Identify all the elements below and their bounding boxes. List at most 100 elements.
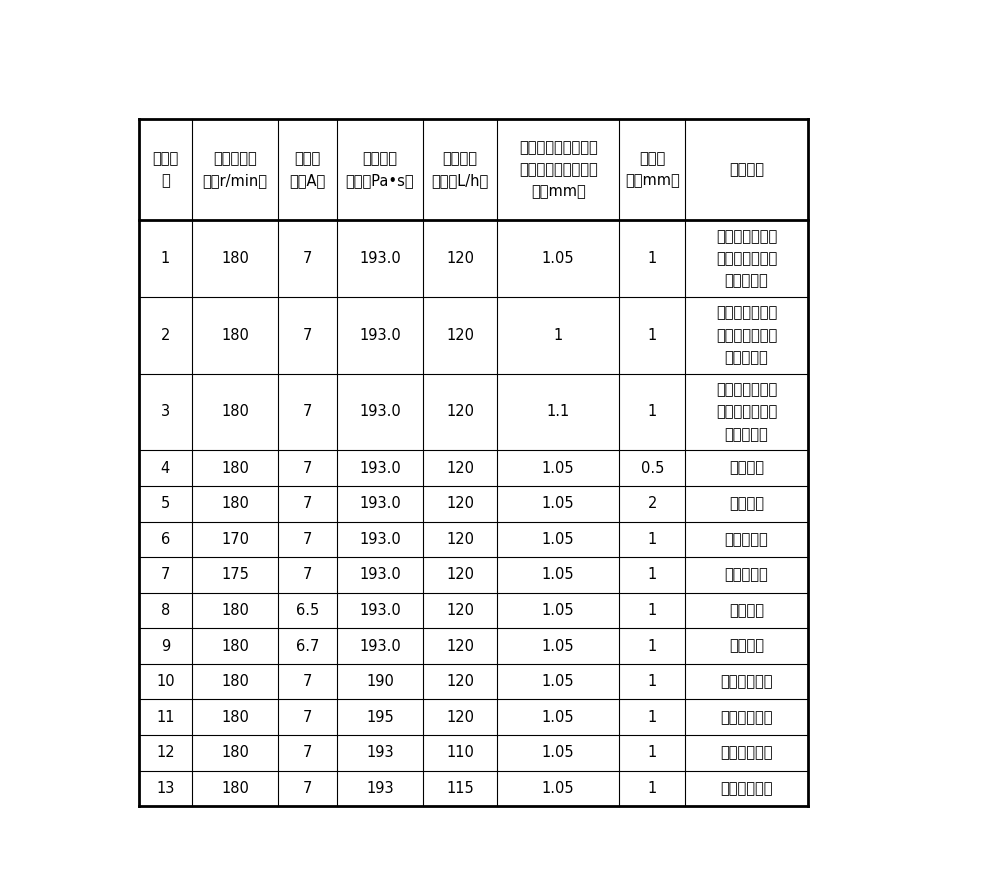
- Text: 193: 193: [366, 781, 394, 796]
- Text: 1.1: 1.1: [547, 404, 570, 420]
- Text: 加工步距: 加工步距: [729, 496, 764, 511]
- Text: 1.05: 1.05: [542, 603, 575, 618]
- Text: 1: 1: [648, 567, 657, 582]
- Text: 1: 1: [554, 328, 563, 343]
- Text: 7: 7: [303, 404, 312, 420]
- Text: 180: 180: [221, 328, 249, 343]
- Text: 120: 120: [446, 404, 474, 420]
- Text: 193.0: 193.0: [359, 461, 401, 476]
- Text: 7: 7: [303, 328, 312, 343]
- Text: 110: 110: [446, 745, 474, 760]
- Text: 7: 7: [303, 709, 312, 725]
- Text: 193.0: 193.0: [359, 496, 401, 511]
- Text: 1: 1: [648, 781, 657, 796]
- Text: 180: 180: [221, 603, 249, 618]
- Text: 193.0: 193.0: [359, 638, 401, 653]
- Text: 180: 180: [221, 252, 249, 266]
- Text: 120: 120: [446, 567, 474, 582]
- Text: 7: 7: [303, 745, 312, 760]
- Text: 磁流变液
粘度（Pa•s）: 磁流变液 粘度（Pa•s）: [346, 151, 414, 188]
- Text: 170: 170: [221, 532, 249, 547]
- Text: 120: 120: [446, 603, 474, 618]
- Text: 175: 175: [221, 567, 249, 582]
- Text: 190: 190: [366, 674, 394, 689]
- Text: 7: 7: [303, 461, 312, 476]
- Text: 1.05: 1.05: [542, 567, 575, 582]
- Text: 7: 7: [303, 781, 312, 796]
- Text: 磁流变液粘度: 磁流变液粘度: [720, 709, 773, 725]
- Text: 120: 120: [446, 638, 474, 653]
- Text: 1.05: 1.05: [542, 252, 575, 266]
- Text: 6.7: 6.7: [296, 638, 319, 653]
- Text: 193.0: 193.0: [359, 567, 401, 582]
- Text: 抛光轮转速: 抛光轮转速: [725, 567, 768, 582]
- Text: 1: 1: [648, 328, 657, 343]
- Text: 180: 180: [221, 404, 249, 420]
- Text: 改变项目: 改变项目: [729, 162, 764, 177]
- Text: 磁流变液流量: 磁流变液流量: [720, 745, 773, 760]
- Text: 6: 6: [161, 532, 170, 547]
- Text: 1: 1: [648, 252, 657, 266]
- Text: 193: 193: [366, 745, 394, 760]
- Text: 加工步
距（mm）: 加工步 距（mm）: [625, 151, 680, 188]
- Text: 磁流变液
流量（L/h）: 磁流变液 流量（L/h）: [432, 151, 489, 188]
- Text: 抛光轮底部与米
量级光学元件的
上表面距离: 抛光轮底部与米 量级光学元件的 上表面距离: [716, 382, 777, 442]
- Text: 磁场电流: 磁场电流: [729, 603, 764, 618]
- Text: 180: 180: [221, 781, 249, 796]
- Text: 抛光轮的转
速（r/min）: 抛光轮的转 速（r/min）: [203, 151, 268, 188]
- Text: 195: 195: [366, 709, 394, 725]
- Text: 抛光轮底部与米
量级光学元件的
上表面距离: 抛光轮底部与米 量级光学元件的 上表面距离: [716, 306, 777, 365]
- Text: 7: 7: [161, 567, 170, 582]
- Text: 7: 7: [303, 252, 312, 266]
- Text: 抛光轮底部与米
量级光学元件的
上表面距离: 抛光轮底部与米 量级光学元件的 上表面距离: [716, 229, 777, 288]
- Text: 193.0: 193.0: [359, 603, 401, 618]
- Text: 1: 1: [648, 603, 657, 618]
- Text: 1: 1: [161, 252, 170, 266]
- Text: 180: 180: [221, 709, 249, 725]
- Text: 1.05: 1.05: [542, 674, 575, 689]
- Text: 加工步距: 加工步距: [729, 461, 764, 476]
- Text: 180: 180: [221, 496, 249, 511]
- Text: 1: 1: [648, 745, 657, 760]
- Text: 120: 120: [446, 252, 474, 266]
- Text: 1: 1: [648, 404, 657, 420]
- Text: 实施例
号: 实施例 号: [152, 151, 178, 188]
- Text: 7: 7: [303, 674, 312, 689]
- Text: 磁场电
流（A）: 磁场电 流（A）: [289, 151, 326, 188]
- Text: 2: 2: [648, 496, 657, 511]
- Text: 1.05: 1.05: [542, 638, 575, 653]
- Text: 1: 1: [648, 709, 657, 725]
- Text: 12: 12: [156, 745, 175, 760]
- Text: 1.05: 1.05: [542, 709, 575, 725]
- Text: 11: 11: [156, 709, 175, 725]
- Text: 1.05: 1.05: [542, 461, 575, 476]
- Text: 磁场电流: 磁场电流: [729, 638, 764, 653]
- Text: 1: 1: [648, 638, 657, 653]
- Text: 磁流变液流量: 磁流变液流量: [720, 781, 773, 796]
- Text: 5: 5: [161, 496, 170, 511]
- Text: 4: 4: [161, 461, 170, 476]
- Text: 120: 120: [446, 532, 474, 547]
- Text: 6.5: 6.5: [296, 603, 319, 618]
- Text: 193.0: 193.0: [359, 532, 401, 547]
- Text: 7: 7: [303, 496, 312, 511]
- Text: 1: 1: [648, 532, 657, 547]
- Text: 抛光轮底部与米量级
光学元件的上表面距
离（mm）: 抛光轮底部与米量级 光学元件的上表面距 离（mm）: [519, 140, 598, 199]
- Text: 120: 120: [446, 328, 474, 343]
- Text: 115: 115: [446, 781, 474, 796]
- Text: 7: 7: [303, 567, 312, 582]
- Text: 120: 120: [446, 709, 474, 725]
- Text: 180: 180: [221, 745, 249, 760]
- Text: 120: 120: [446, 674, 474, 689]
- Text: 180: 180: [221, 638, 249, 653]
- Text: 180: 180: [221, 674, 249, 689]
- Text: 1.05: 1.05: [542, 745, 575, 760]
- Text: 9: 9: [161, 638, 170, 653]
- Text: 磁流变液粘度: 磁流变液粘度: [720, 674, 773, 689]
- Text: 193.0: 193.0: [359, 404, 401, 420]
- Text: 1.05: 1.05: [542, 496, 575, 511]
- Text: 10: 10: [156, 674, 175, 689]
- Text: 1: 1: [648, 674, 657, 689]
- Text: 抛光轮转速: 抛光轮转速: [725, 532, 768, 547]
- Text: 180: 180: [221, 461, 249, 476]
